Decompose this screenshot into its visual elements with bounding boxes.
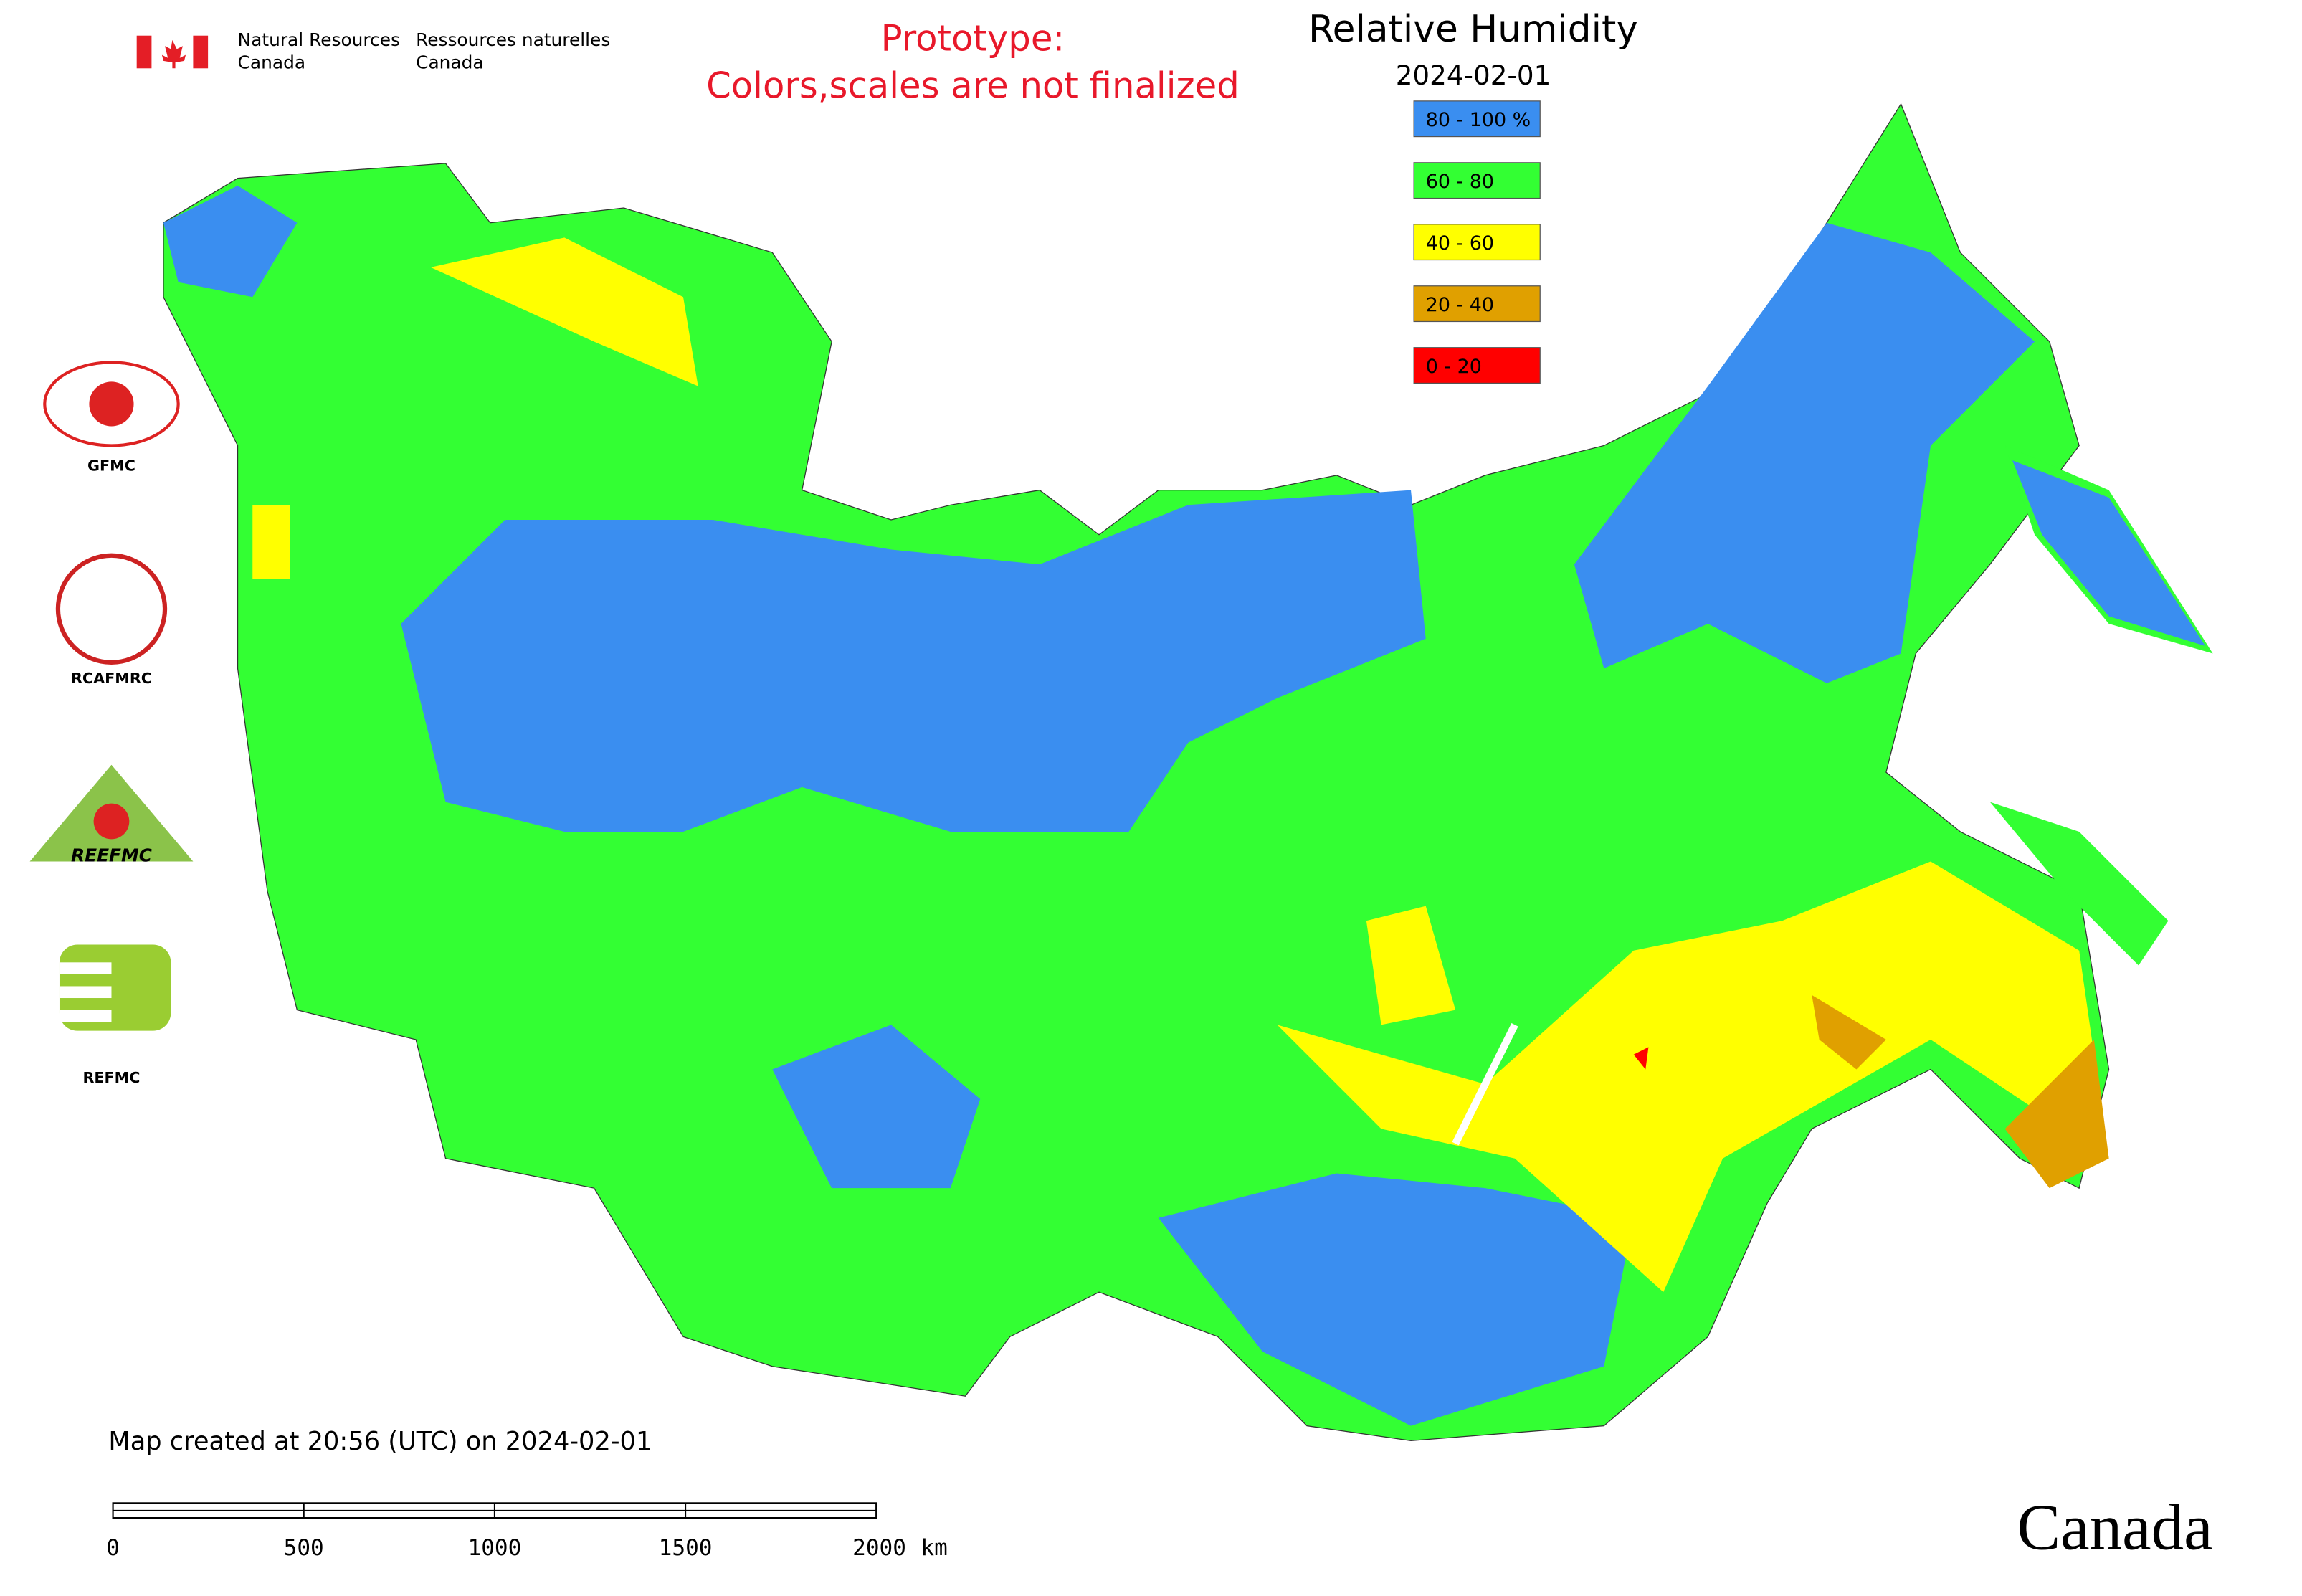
humidity-region — [1574, 222, 2035, 683]
notice: Colors,scales are not finalized — [706, 65, 1240, 107]
humidity-region — [1277, 861, 2109, 1293]
humidity-region — [430, 237, 698, 386]
scale-label: 2000 — [852, 1535, 906, 1561]
logo: GFMC RCAFMRC REEFMC REFMC — [29, 361, 194, 1086]
scale-unit: km — [921, 1535, 947, 1561]
logo-label: REFMC — [82, 1069, 140, 1086]
humidity-region — [252, 505, 290, 579]
flag — [136, 35, 209, 69]
scale-bar: 0 500 1000 1500 2000 km — [106, 1502, 948, 1561]
humidity-region — [1989, 802, 2169, 966]
logo-label: REEFMC — [71, 845, 152, 865]
canada-wordmark: Canada — [2017, 1491, 2212, 1564]
notice: Prototype: — [881, 17, 1065, 59]
humidity-region — [1812, 994, 1886, 1070]
dept-fr: Ressources naturelles — [416, 29, 610, 50]
scale-label: 0 — [106, 1535, 120, 1561]
legend: 80 - 100 % 60 - 80 40 - 60 20 - 40 0 - 20 — [1413, 100, 1541, 384]
created-note: Map created at 20:56 (UTC) on 2024-02-01 — [108, 1427, 652, 1456]
humidity-region — [1633, 1047, 1649, 1070]
humidity-region — [163, 185, 298, 298]
legend-swatch — [1413, 285, 1541, 323]
humidity-region — [401, 490, 1426, 832]
humidity-region — [1366, 906, 1456, 1025]
legend-label: 0 - 20 — [1426, 356, 1482, 378]
map — [163, 103, 2213, 1441]
dept-en: Natural Resources — [238, 29, 400, 50]
legend-label: 60 - 80 — [1426, 171, 1494, 193]
legend-swatch — [1413, 100, 1541, 138]
logo-label: GFMC — [87, 457, 135, 475]
dept-fr: Canada — [416, 52, 484, 72]
legend-label: 80 - 100 % — [1426, 109, 1531, 131]
legend-title: Relative Humidity — [1308, 8, 1638, 51]
scale-label: 1000 — [468, 1535, 522, 1561]
scale-label: 500 — [284, 1535, 324, 1561]
legend-date: 2024-02-01 — [1396, 60, 1551, 91]
scale-label: 1500 — [659, 1535, 713, 1561]
dept-en: Canada — [238, 52, 306, 72]
logo-label: RCAFMRC — [71, 670, 152, 687]
humidity-region — [2004, 1040, 2109, 1189]
legend-swatch — [1413, 162, 1541, 199]
legend-label: 40 - 60 — [1426, 232, 1494, 255]
humidity-region — [2012, 460, 2206, 647]
humidity-region — [772, 1025, 981, 1189]
humidity-region — [1158, 1173, 1634, 1426]
legend-swatch — [1413, 347, 1541, 384]
legend-label: 20 - 40 — [1426, 294, 1494, 316]
legend-swatch — [1413, 224, 1541, 261]
